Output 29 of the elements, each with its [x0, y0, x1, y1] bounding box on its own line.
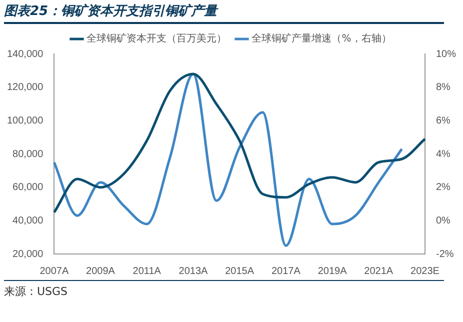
x-tick-label: 2019A — [318, 266, 348, 277]
line-series — [52, 72, 426, 214]
x-tick-label: 2015A — [225, 266, 254, 277]
y-tick-label: 140,000 — [6, 48, 44, 60]
x-tick-label: 2009A — [86, 266, 116, 277]
x-tick-label: 2007A — [40, 266, 69, 277]
y2-tick-label: 4% — [436, 148, 451, 160]
legend-label: 全球铜矿产量增速（%，右轴） — [252, 32, 392, 45]
x-tick-label: 2023E — [410, 266, 440, 277]
y2-tick-label: 2% — [436, 182, 451, 194]
line-series — [52, 72, 404, 247]
y-tick-label: 120,000 — [6, 82, 44, 94]
y-tick-label: 100,000 — [6, 115, 44, 126]
x-tick-label: 2017A — [271, 266, 301, 277]
y2-tick-label: 0% — [436, 215, 451, 226]
x-tick-label: 2011A — [132, 266, 162, 277]
source-note: 来源：USGS — [4, 280, 444, 299]
y-tick-label: 80,000 — [12, 148, 44, 160]
y-tick-label: 20,000 — [12, 248, 44, 260]
chart-title: 图表25：铜矿资本开支指引铜矿产量 — [4, 2, 444, 24]
legend-label: 全球铜矿资本开支（百万美元） — [86, 32, 227, 45]
y2-tick-label: 8% — [436, 82, 451, 94]
y2-tick-label: -2% — [436, 248, 454, 260]
x-tick-label: 2013A — [178, 266, 208, 277]
y2-tick-label: 10% — [436, 48, 456, 60]
x-tick-label: 2021A — [364, 266, 394, 277]
y-tick-label: 40,000 — [12, 215, 44, 226]
y-tick-label: 60,000 — [12, 182, 44, 194]
y2-tick-label: 6% — [436, 115, 451, 126]
